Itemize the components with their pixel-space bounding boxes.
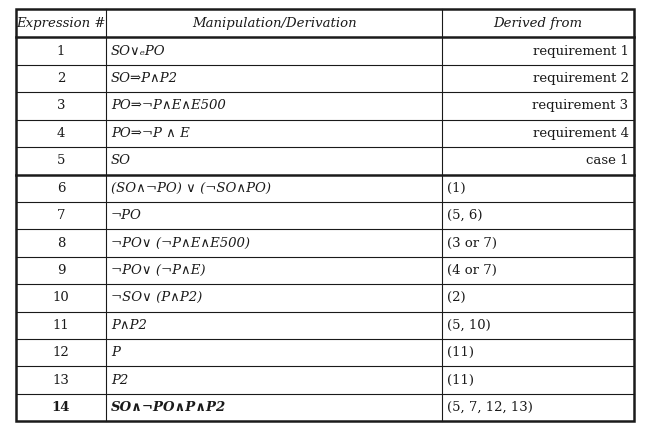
Text: 12: 12 [52, 346, 69, 359]
Text: Manipulation/Derivation: Manipulation/Derivation [192, 17, 356, 30]
Text: PO⇒¬P∧E∧E500: PO⇒¬P∧E∧E500 [111, 100, 226, 112]
Text: P: P [111, 346, 120, 359]
Text: ¬PO∨ (¬P∧E∧E500): ¬PO∨ (¬P∧E∧E500) [111, 236, 250, 250]
Text: 5: 5 [57, 154, 65, 167]
Text: 8: 8 [57, 236, 65, 250]
Text: SO⇒P∧P2: SO⇒P∧P2 [111, 72, 178, 85]
Text: SO∧¬PO∧P∧P2: SO∧¬PO∧P∧P2 [111, 401, 226, 414]
Text: P∧P2: P∧P2 [111, 319, 147, 332]
Text: requirement 4: requirement 4 [533, 127, 629, 140]
Text: P2: P2 [111, 374, 128, 387]
Text: requirement 2: requirement 2 [533, 72, 629, 85]
Text: Expression #: Expression # [16, 17, 106, 30]
Text: 11: 11 [52, 319, 69, 332]
Text: ¬PO: ¬PO [111, 209, 142, 222]
Text: (5, 7, 12, 13): (5, 7, 12, 13) [448, 401, 533, 414]
Text: SO: SO [111, 154, 131, 167]
Text: 1: 1 [57, 45, 65, 57]
Text: (11): (11) [448, 346, 474, 359]
Text: (1): (1) [448, 182, 466, 195]
Text: (5, 10): (5, 10) [448, 319, 491, 332]
Text: 7: 7 [57, 209, 65, 222]
Text: (4 or 7): (4 or 7) [448, 264, 498, 277]
Text: (3 or 7): (3 or 7) [448, 236, 498, 250]
Text: ¬PO∨ (¬P∧E): ¬PO∨ (¬P∧E) [111, 264, 205, 277]
Text: case 1: case 1 [586, 154, 629, 167]
Text: requirement 3: requirement 3 [533, 100, 629, 112]
Text: SO∨ₑPO: SO∨ₑPO [111, 45, 165, 57]
Text: 3: 3 [57, 100, 65, 112]
Text: 14: 14 [52, 401, 70, 414]
Text: (11): (11) [448, 374, 474, 387]
Text: ¬SO∨ (P∧P2): ¬SO∨ (P∧P2) [111, 291, 202, 305]
Text: (SO∧¬PO) ∨ (¬SO∧PO): (SO∧¬PO) ∨ (¬SO∧PO) [111, 182, 271, 195]
Text: 9: 9 [57, 264, 65, 277]
Text: (5, 6): (5, 6) [448, 209, 483, 222]
Text: 4: 4 [57, 127, 65, 140]
Text: 6: 6 [57, 182, 65, 195]
Text: Derived from: Derived from [494, 17, 583, 30]
Text: requirement 1: requirement 1 [533, 45, 629, 57]
Text: 2: 2 [57, 72, 65, 85]
Text: 10: 10 [52, 291, 69, 305]
Text: (2): (2) [448, 291, 466, 305]
Text: PO⇒¬P ∧ E: PO⇒¬P ∧ E [111, 127, 190, 140]
Text: 13: 13 [52, 374, 69, 387]
